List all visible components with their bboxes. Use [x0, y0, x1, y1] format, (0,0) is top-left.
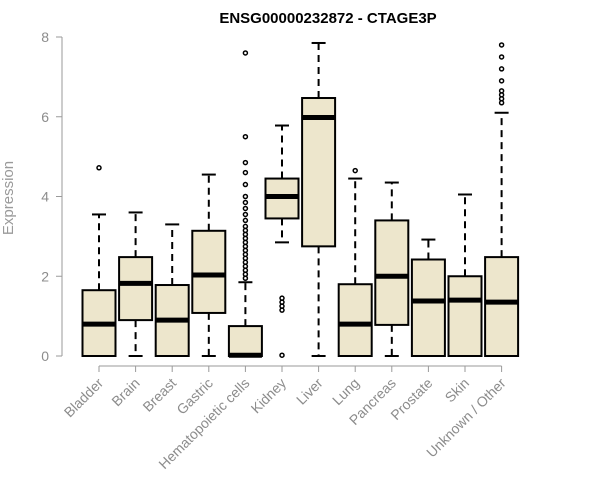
box-body: [227, 325, 263, 357]
x-tick-label: Skin: [442, 375, 473, 406]
boxes-group: [81, 41, 520, 358]
box-bladder: [81, 165, 117, 357]
y-tick-label: 4: [41, 189, 49, 205]
box-body: [374, 219, 410, 326]
x-tick-label: Kidney: [248, 375, 290, 417]
outlier-point: [242, 50, 249, 56]
box-body: [484, 256, 520, 357]
box-body: [447, 275, 483, 357]
y-tick-label: 2: [41, 268, 49, 284]
box-kidney: [264, 124, 300, 358]
outlier-point: [242, 159, 249, 166]
outlier-point: [498, 88, 505, 94]
box-brain: [118, 211, 154, 357]
box-body: [301, 97, 337, 248]
outlier-point: [498, 66, 505, 72]
outlier-point: [242, 205, 249, 212]
outlier-point: [498, 78, 505, 84]
box-pancreas: [374, 181, 410, 357]
y-tick-label: 6: [41, 109, 49, 125]
outlier-point: [242, 199, 249, 206]
outlier-point: [498, 54, 505, 60]
outlier-point: [279, 295, 285, 301]
box-breast: [154, 223, 190, 357]
box-body: [337, 283, 373, 358]
box-prostate: [410, 238, 446, 357]
box-lung: [337, 167, 373, 358]
outlier-point: [96, 165, 102, 171]
box-gastric: [191, 173, 227, 357]
outlier-point: [242, 211, 249, 218]
outlier-point: [242, 223, 249, 230]
x-tick-label: Lung: [329, 375, 362, 408]
box-body: [410, 258, 446, 357]
y-axis-label: Expression: [0, 161, 17, 235]
x-tick-label: Brain: [108, 375, 142, 409]
y-tick-label: 0: [41, 348, 49, 364]
x-tick-label: Breast: [139, 375, 179, 415]
outlier-point: [242, 181, 249, 188]
box-body: [118, 256, 154, 322]
outlier-point: [242, 169, 249, 176]
box-body: [191, 229, 227, 314]
y-tick-label: 8: [41, 29, 49, 45]
box-hematopoietic-cells: [227, 50, 263, 358]
y-axis: 0 2 4 6 8: [41, 29, 63, 364]
box-skin: [447, 193, 483, 357]
chart-title: ENSG00000232872 - CTAGE3P: [219, 10, 436, 27]
outlier-point: [242, 133, 249, 140]
box-liver: [301, 41, 337, 357]
outlier-point: [279, 352, 285, 358]
outlier-point: [352, 167, 358, 174]
x-tick-label: Bladder: [61, 375, 107, 421]
box-unknown-other: [484, 42, 520, 357]
outlier-point: [498, 42, 505, 48]
outlier-point: [242, 193, 249, 200]
x-tick-label: Liver: [293, 375, 326, 408]
outlier-point: [242, 217, 249, 224]
